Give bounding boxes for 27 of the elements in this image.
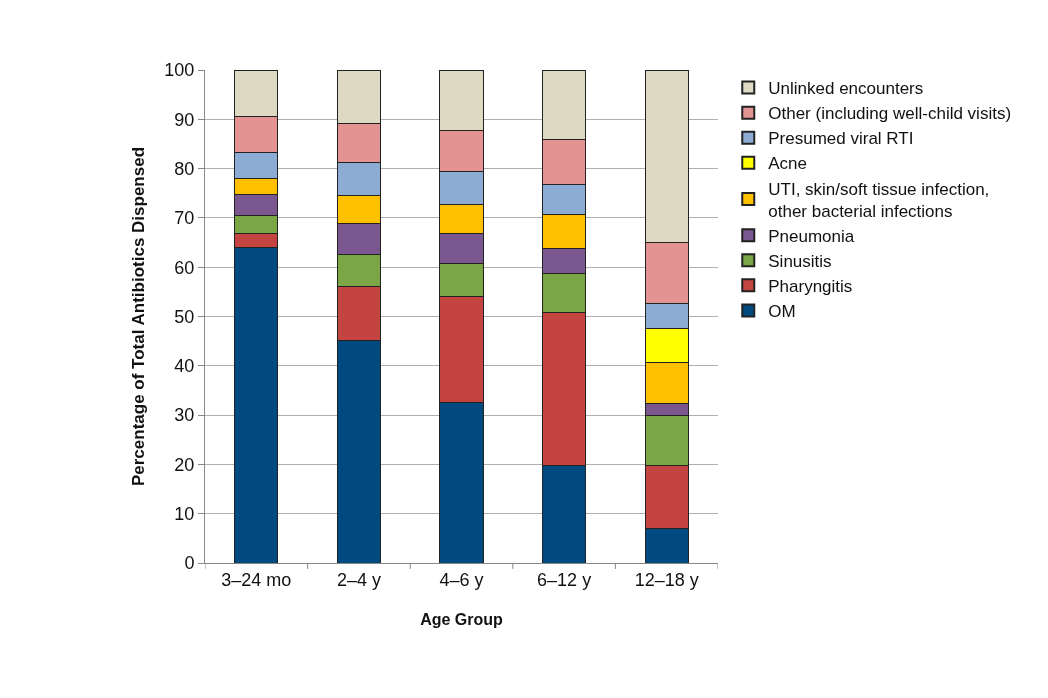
legend-label: OM (768, 302, 796, 322)
legend-label: Presumed viral RTI (768, 129, 914, 149)
legend-label: Other (including well-child visits) (768, 104, 1012, 124)
y-tick-label: 60 (174, 257, 195, 278)
y-tick-label: 20 (174, 454, 195, 475)
legend-label: Sinusitis (768, 251, 832, 271)
x-tick-label: 4–6 y (439, 569, 484, 590)
y-tick-label: 50 (174, 306, 195, 327)
x-tick-label: 6–12 y (537, 569, 592, 590)
legend-label: Pneumonia (768, 226, 855, 246)
legend-label: Acne (768, 154, 808, 174)
x-tick-label: 3–24 mo (221, 569, 292, 590)
legend-label: UTI, skin/soft tissue infection, other bacterial infections (768, 179, 990, 221)
x-tick-label: 2–4 y (336, 569, 381, 590)
y-tick-label: 90 (174, 109, 195, 130)
y-tick-label: 30 (174, 405, 195, 426)
y-tick-label: 10 (174, 504, 195, 524)
legend-label: Pharyngitis (768, 276, 853, 296)
legend-label: Unlinked encounters (768, 79, 924, 99)
y-tick-label: 100 (164, 60, 195, 81)
y-tick-label: 40 (174, 356, 195, 377)
x-tick-label: 12–18 y (634, 569, 699, 590)
y-tick-label: 80 (174, 158, 195, 179)
y-tick-label: 0 (184, 553, 195, 574)
y-tick-label: 70 (174, 208, 195, 229)
x-axis-title: Age Group (420, 611, 504, 629)
y-axis-title: Percentage of Total Antibiotics Dispensed (128, 146, 148, 487)
